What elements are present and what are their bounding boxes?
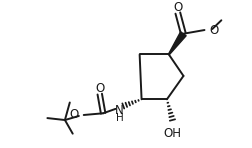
Text: O: O (70, 108, 79, 122)
Text: O: O (209, 24, 218, 37)
Text: OH: OH (164, 127, 181, 140)
Text: O: O (95, 82, 104, 95)
Polygon shape (168, 32, 186, 55)
Text: O: O (173, 1, 182, 14)
Text: H: H (115, 113, 123, 123)
Text: N: N (115, 104, 124, 117)
